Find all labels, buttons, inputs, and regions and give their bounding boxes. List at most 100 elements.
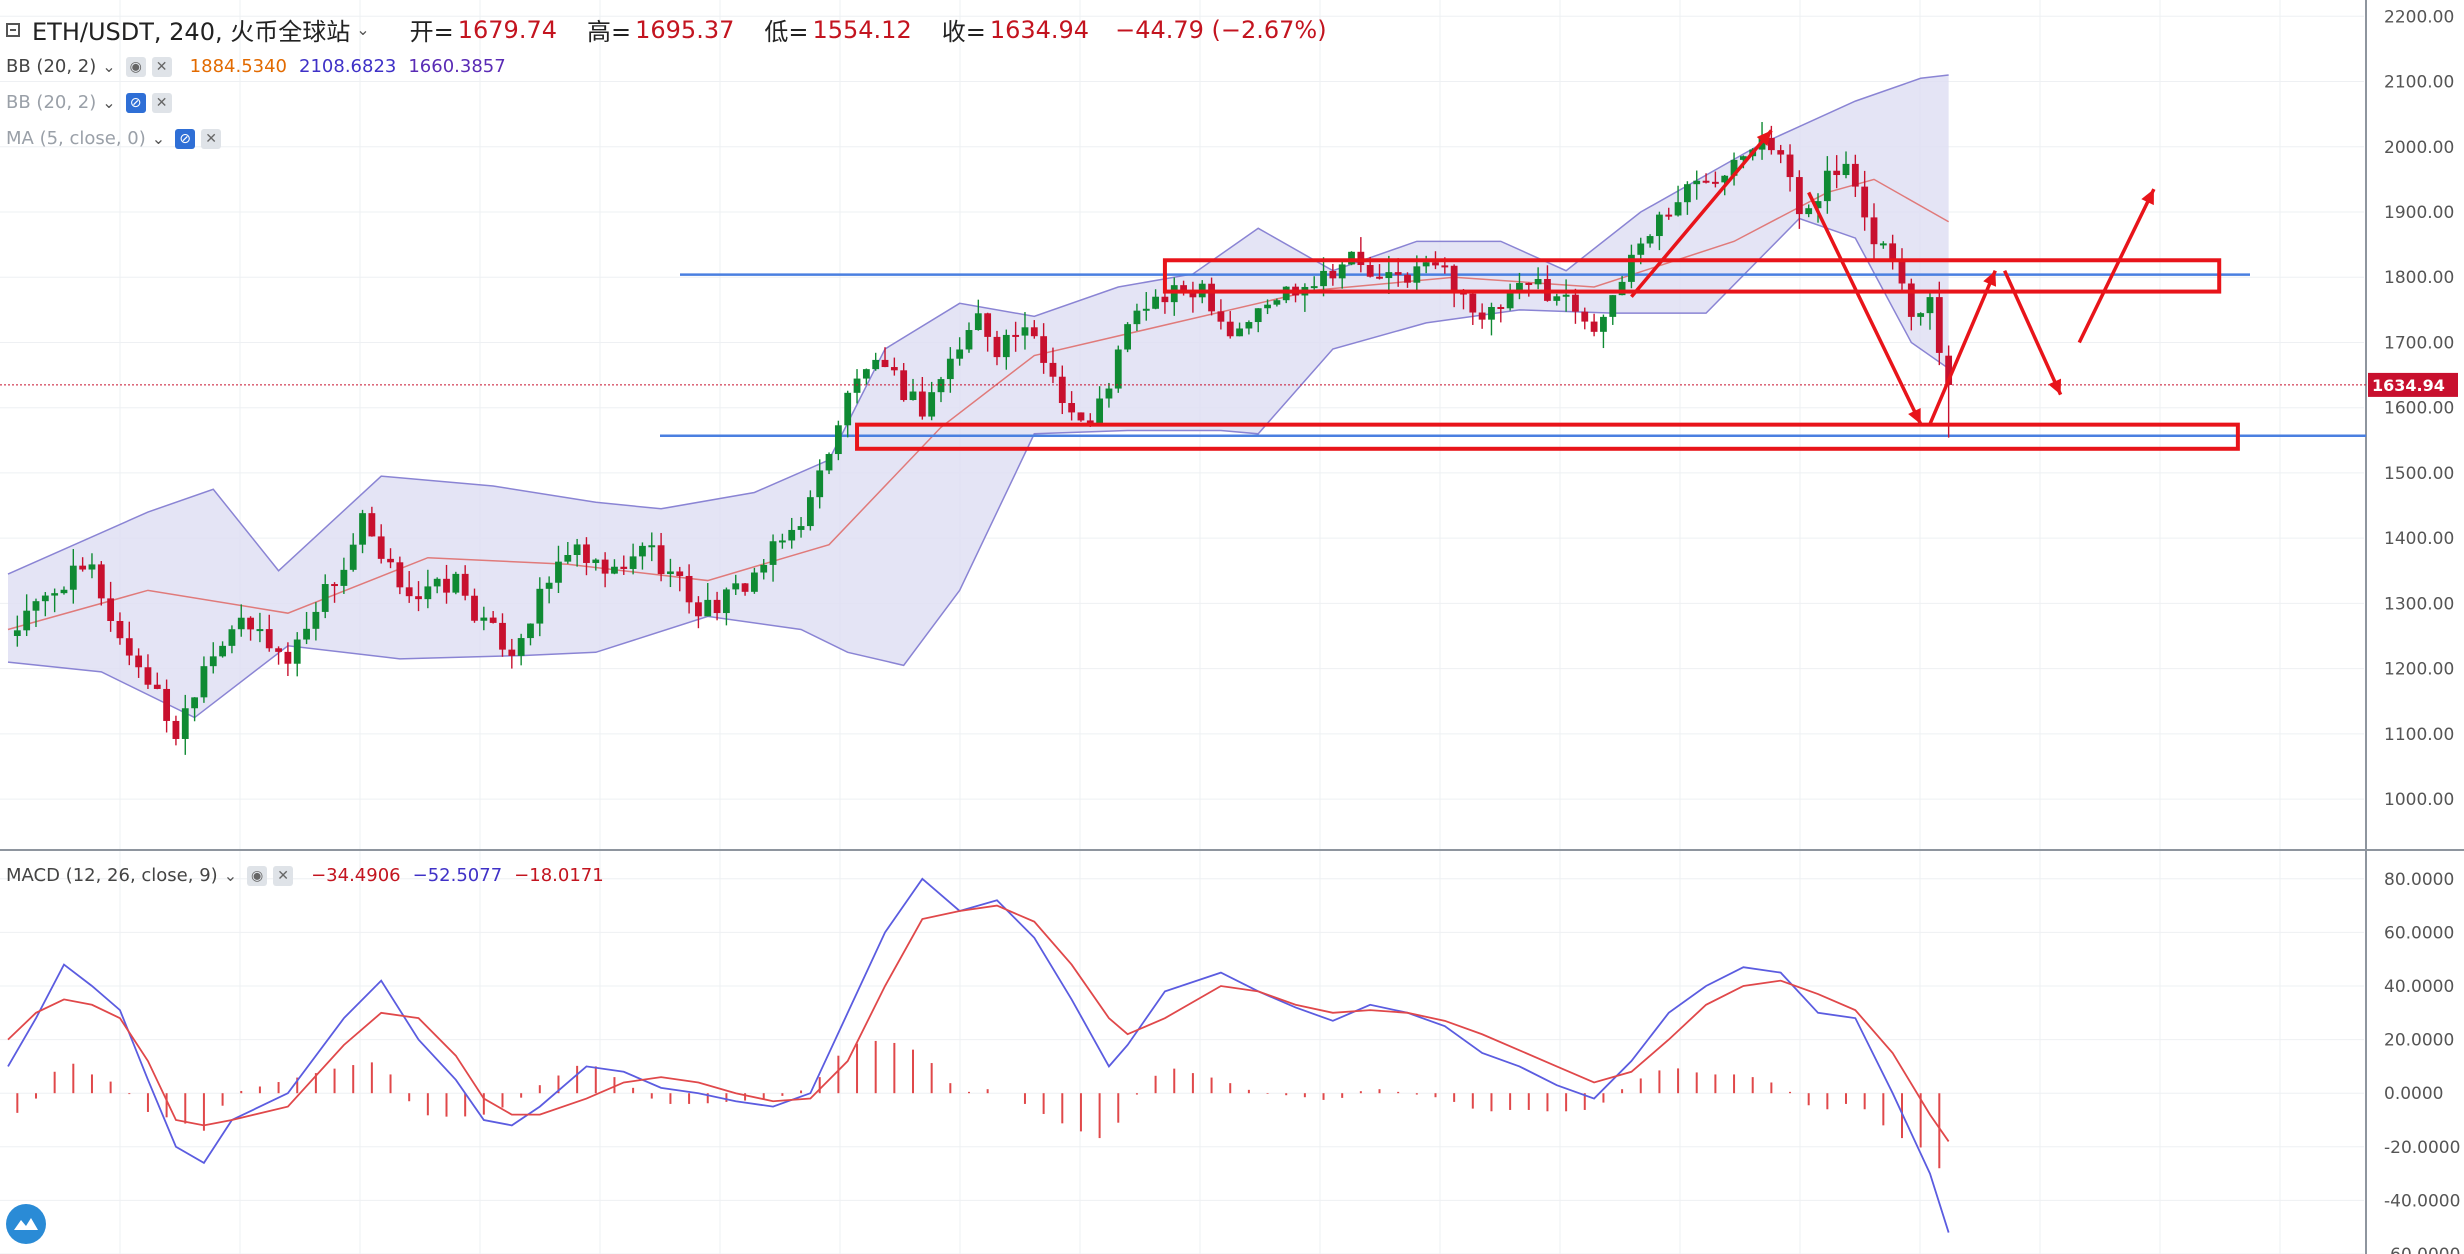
candle-body	[1376, 276, 1383, 279]
close-icon[interactable]: ✕	[151, 56, 172, 77]
candle-body	[228, 629, 236, 646]
candle-body	[1823, 170, 1831, 202]
candle-body	[1814, 201, 1822, 209]
candle-body	[508, 649, 516, 656]
candle-body	[1926, 297, 1934, 314]
candle-body	[527, 623, 534, 639]
candle-body	[452, 573, 460, 593]
candle-body	[200, 666, 208, 698]
candle-body	[1674, 202, 1682, 216]
candle-body	[1161, 296, 1169, 303]
candle-body	[13, 630, 21, 636]
minus-square-icon[interactable]	[6, 22, 20, 37]
price-axis-tick-label: 2200.00	[2384, 7, 2454, 27]
candle-body	[695, 602, 702, 617]
candle-body	[1320, 270, 1327, 287]
last-price-badge	[2368, 372, 2458, 397]
chevron-down-icon[interactable]: ⌄	[102, 57, 116, 76]
candle-body	[1058, 376, 1066, 404]
chevron-down-icon[interactable]: ⌄	[151, 129, 166, 148]
candle-body	[760, 564, 768, 573]
tradingview-logo-icon[interactable]	[6, 1204, 46, 1244]
candle-body	[1142, 308, 1150, 311]
eye-icon[interactable]: ◉	[125, 56, 146, 77]
candle-body	[1068, 403, 1076, 413]
histogram-value: −18.0171	[514, 865, 604, 886]
close-icon[interactable]: ✕	[201, 128, 222, 149]
candle-body	[1348, 251, 1355, 265]
open-label: 开=	[409, 18, 454, 46]
candle-body	[88, 564, 96, 570]
eye-icon[interactable]: ◉	[247, 865, 268, 886]
candle-body	[620, 566, 628, 569]
candle-body	[153, 684, 161, 689]
bb-label-2: BB (20, 2)	[6, 92, 97, 113]
candle-body	[1795, 177, 1803, 215]
close-icon[interactable]: ✕	[273, 865, 294, 886]
chevron-down-icon[interactable]: ⌄	[223, 866, 238, 885]
bb-legend-2[interactable]: BB (20, 2) ⌄ ⊘ ✕	[6, 92, 178, 113]
candle-body	[639, 545, 646, 557]
chevron-down-icon[interactable]: ⌄	[102, 93, 116, 112]
candle-body	[536, 588, 544, 624]
candle-body	[1590, 321, 1598, 332]
bb-label-1: BB (20, 2)	[6, 56, 97, 77]
ma-legend[interactable]: MA (5, close, 0) ⌄ ⊘ ✕	[6, 128, 227, 149]
close-icon[interactable]: ✕	[151, 92, 172, 113]
macd-value: −34.4906	[311, 865, 401, 886]
candle-body	[1553, 296, 1561, 301]
candle-body	[993, 336, 1001, 358]
candle-body	[489, 617, 497, 623]
candle-body	[1404, 274, 1411, 283]
candle-body	[657, 545, 665, 575]
open-value: 1679.74	[457, 15, 557, 44]
signal-value: −52.5077	[412, 865, 503, 886]
macd-axis-tick-label: 60.0000	[2384, 923, 2454, 943]
candle-body	[1030, 327, 1038, 337]
candle-body	[1609, 295, 1617, 317]
candle-body	[303, 628, 310, 640]
candle-body	[1600, 316, 1607, 332]
candle-body	[1385, 272, 1393, 279]
candle-body	[1534, 279, 1542, 285]
candle-body	[1646, 236, 1654, 244]
candle-body	[181, 708, 189, 739]
macd-legend[interactable]: MACD (12, 26, close, 9) ⌄ ◉ ✕ −34.4906 −…	[6, 865, 604, 886]
annotation-box	[855, 422, 2240, 451]
candle-body	[321, 584, 329, 612]
candle-body	[555, 561, 562, 583]
macd-axis-tick-label: -60.0000	[2384, 1245, 2460, 1254]
candle-body	[676, 571, 684, 576]
candle-body	[816, 470, 824, 498]
low-label: 低=	[764, 18, 809, 46]
candle-body	[1935, 297, 1943, 353]
candle-body	[433, 578, 441, 587]
candle-body	[732, 583, 740, 590]
candle-body	[1628, 254, 1635, 282]
candle-body	[1777, 150, 1785, 155]
low-value: 1554.12	[812, 15, 912, 44]
candle-body	[1618, 281, 1626, 296]
candle-body	[797, 526, 805, 530]
eye-off-icon[interactable]: ⊘	[175, 128, 196, 149]
last-price-label: 1634.94	[2372, 376, 2445, 395]
candle-body	[1226, 321, 1234, 337]
annotation-arrow-head	[2048, 378, 2062, 395]
candle-body	[1665, 214, 1673, 217]
candle-body	[97, 564, 105, 599]
candle-body	[499, 622, 506, 650]
chevron-down-icon[interactable]: ⌄	[356, 20, 370, 39]
bb-legend-1[interactable]: BB (20, 2) ⌄ ◉ ✕ 1884.5340 2108.6823 166…	[6, 56, 506, 77]
candle-body	[1842, 163, 1850, 176]
eye-off-icon[interactable]: ⊘	[125, 92, 146, 113]
candle-body	[1637, 243, 1645, 255]
candle-body	[1086, 420, 1094, 424]
candle-body	[592, 559, 600, 563]
candle-body	[946, 358, 954, 380]
candle-body	[1217, 311, 1225, 322]
candle-body	[704, 599, 712, 617]
candle-body	[461, 573, 469, 596]
price-axis-tick-label: 2000.00	[2384, 138, 2454, 158]
candle-body	[648, 545, 656, 548]
